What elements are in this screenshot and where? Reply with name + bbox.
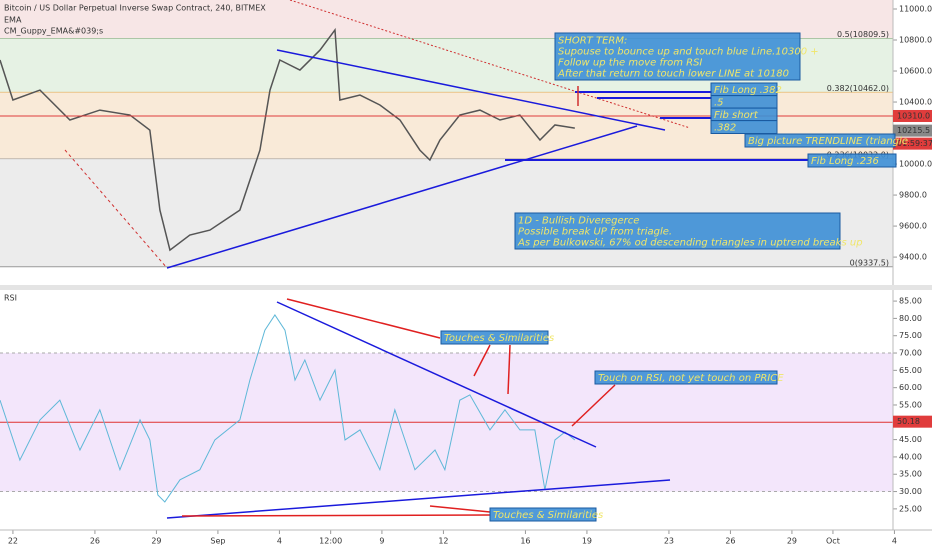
annotation-text: As per Bulkowski, 67% od descending tria… <box>517 238 863 249</box>
annotation: .382 <box>710 120 778 134</box>
x-tick-label: 12:00 <box>319 537 342 546</box>
chart-title: Bitcoin / US Dollar Perpetual Inverse Sw… <box>4 4 266 13</box>
fib-label: 0.5(10809.5) <box>837 30 889 39</box>
x-tick-label: 9 <box>379 537 384 546</box>
annotation: Touches & Similarities <box>440 330 554 345</box>
annotation-text: 1D - Bullish Diveregerce <box>518 216 639 227</box>
annotation-box <box>594 370 778 385</box>
y-tick-label: 80.00 <box>899 314 922 323</box>
annotation-box <box>744 133 896 148</box>
annotation-text: Big picture TRENDLINE (triangle <box>748 136 908 147</box>
annotation-box <box>710 120 778 134</box>
x-tick-label: 22 <box>8 537 18 546</box>
indicator: CM_Guppy_EMA&#039;s <box>4 27 103 36</box>
arrows <box>181 298 616 517</box>
indicator: EMA <box>4 16 22 25</box>
annotation: Fib Long .382 <box>710 82 782 97</box>
y-tick-label: 10400.0 <box>899 98 932 107</box>
annotation-text: Touches & Similarities <box>493 510 603 521</box>
x-tick-label: 29 <box>787 537 797 546</box>
y-tick-label: 9800.0 <box>899 191 927 200</box>
annotation-text: SHORT TERM: <box>558 36 627 47</box>
pane-divider <box>0 285 932 290</box>
annotation: SHORT TERM:Supouse to bounce up and touc… <box>554 32 819 81</box>
trend-lines <box>64 0 808 519</box>
annotation: Touches & Similarities <box>489 507 603 522</box>
annotation: Big picture TRENDLINE (triangle <box>744 133 908 148</box>
y-tick-label: 45.00 <box>899 435 922 444</box>
y-tick-label: 65.00 <box>899 366 922 375</box>
x-tick-label: 23 <box>664 537 674 546</box>
x-tick-label: Sep <box>210 537 225 546</box>
x-tick-label: 29 <box>151 537 161 546</box>
x-tick-label: Oct <box>826 537 840 546</box>
countdown-box <box>893 137 932 150</box>
x-tick-label: 26 <box>90 537 100 546</box>
y-tick-label: 10000.0 <box>899 160 932 169</box>
annotation-text: Supouse to bounce up and touch blue Line… <box>558 47 819 58</box>
annotation: Touch on RSI, not yet touch on PRICE <box>594 370 784 385</box>
last-price: 10310.0 <box>897 111 930 120</box>
y-tick-label: 75.00 <box>899 331 922 340</box>
mark-price: 10215.5 <box>897 126 930 135</box>
y-tick-label: 40.00 <box>899 452 922 461</box>
rsi-last-box <box>893 415 932 428</box>
annotation-box <box>489 507 597 522</box>
y-tick-label: 9600.0 <box>899 222 927 231</box>
last-price-box <box>893 109 932 122</box>
annotation-box <box>554 32 801 81</box>
annotation: Fib Long .236 <box>807 153 897 168</box>
series-line <box>0 27 575 252</box>
x-tick-label: 26 <box>725 537 735 546</box>
annotation-text: Fib Long .236 <box>811 156 879 167</box>
annotation-text: .5 <box>714 98 724 109</box>
y-tick-label: 10800.0 <box>899 36 932 45</box>
y-tick-label: 30.00 <box>899 487 922 496</box>
y-tick-label: 9400.0 <box>899 253 927 262</box>
mark-price-box <box>893 124 932 137</box>
dotted-trend <box>289 0 691 129</box>
y-tick-label: 70.00 <box>899 349 922 358</box>
series-line <box>0 314 576 503</box>
annotation-text: Fib short <box>714 110 759 121</box>
rsi-lower-trend <box>166 479 671 519</box>
x-tick-label: 16 <box>520 537 530 546</box>
rsi-title: RSI <box>4 294 17 303</box>
y-tick-label: 10600.0 <box>899 67 932 76</box>
annotation-box <box>807 153 897 168</box>
annotation-text: Fib Long .382 <box>714 85 782 96</box>
y-tick-label: 60.00 <box>899 383 922 392</box>
dashed-trend <box>64 149 168 269</box>
annotation-text: After that return to touch lower LINE at… <box>557 69 789 80</box>
annotation-text: Possible break UP from triagle. <box>518 227 672 238</box>
fib-label: 0(9337.5) <box>850 258 889 267</box>
rsi-upper-trend <box>276 301 597 448</box>
countdown: 01:59:37 <box>897 139 932 148</box>
rsi-last: 50.18 <box>897 417 920 426</box>
lower-trend <box>166 125 638 269</box>
fib-label: 0.382(10462.0) <box>827 84 889 93</box>
upper-trend <box>276 49 666 131</box>
y-tick-label: 35.00 <box>899 470 922 479</box>
annotation-box <box>514 212 841 250</box>
x-tick-label: 12 <box>438 537 448 546</box>
annotation-text: .382 <box>714 123 736 134</box>
annotation: .5 <box>710 95 778 109</box>
x-tick-label: 4 <box>892 537 897 546</box>
y-tick-label: 85.00 <box>899 297 922 306</box>
annotation: Fib short <box>710 107 778 122</box>
annotation-text: Touches & Similarities <box>444 333 554 344</box>
y-tick-label: 25.00 <box>899 504 922 513</box>
annotation-text: Follow up the move from RSI <box>558 58 702 69</box>
fib-zone <box>0 0 893 39</box>
x-tick-label: 19 <box>582 537 592 546</box>
x-tick-label: 4 <box>277 537 282 546</box>
y-tick-label: 55.00 <box>899 400 922 409</box>
annotation-text: Touch on RSI, not yet touch on PRICE <box>598 373 784 384</box>
annotation-box <box>440 330 549 345</box>
y-tick-label: 11000.0 <box>899 4 932 13</box>
